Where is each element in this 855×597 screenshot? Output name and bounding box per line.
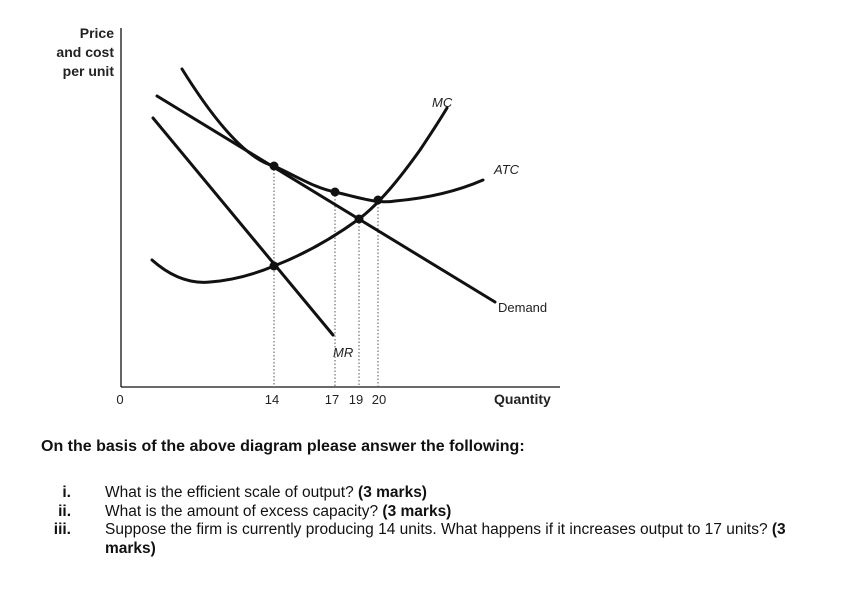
question-marks: (3 marks)	[358, 484, 427, 501]
economics-diagram: Price and cost per unit MC ATC Demand MR…	[56, 25, 560, 407]
x-tick-14: 14	[265, 392, 279, 407]
question-number: iii.	[53, 521, 71, 538]
mr-label: MR	[333, 345, 353, 360]
atc-label: ATC	[493, 162, 520, 177]
point-mc-mr-14	[269, 261, 279, 271]
question-item: ii. What is the amount of excess capacit…	[40, 503, 820, 522]
y-axis-title-line-2: and cost	[56, 44, 114, 60]
demand-curve	[155, 94, 497, 304]
question-item: i. What is the efficient scale of output…	[40, 484, 820, 503]
question-prompt: On the basis of the above diagram please…	[41, 438, 525, 455]
question-text: What is the efficient scale of output?	[105, 484, 354, 501]
question-body: Suppose the firm is currently producing …	[105, 521, 820, 558]
point-mc-demand-19	[354, 214, 364, 224]
question-text: Suppose the firm is currently producing …	[105, 521, 768, 538]
question-marks: (3 marks)	[382, 502, 452, 520]
point-atc-17	[330, 187, 340, 197]
question-body: What is the efficient scale of output? (…	[105, 484, 427, 503]
y-axis-title-line-3: per unit	[63, 63, 115, 79]
mc-label: MC	[432, 95, 453, 110]
point-mc-atc-20	[373, 195, 383, 205]
point-atc-demand-14	[269, 161, 279, 171]
x-tick-20: 20	[372, 392, 386, 407]
question-number: ii.	[58, 502, 71, 520]
mr-curve	[151, 116, 335, 337]
x-axis-title: Quantity	[494, 391, 551, 407]
demand-label: Demand	[498, 300, 547, 315]
x-tick-17: 17	[325, 392, 339, 407]
question-number: i.	[62, 484, 71, 501]
mc-curve	[150, 106, 449, 284]
atc-curve	[180, 67, 485, 204]
question-list: i. What is the efficient scale of output…	[40, 484, 820, 558]
y-axis-title-line-1: Price	[80, 25, 114, 41]
origin-label: 0	[116, 392, 123, 407]
question-marks: (3 marks)	[105, 521, 786, 557]
question-text: What is the amount of excess capacity?	[105, 502, 379, 520]
x-tick-19: 19	[349, 392, 363, 407]
question-body: What is the amount of excess capacity? (…	[105, 503, 451, 522]
question-item: iii. Suppose the firm is currently produ…	[40, 521, 820, 558]
